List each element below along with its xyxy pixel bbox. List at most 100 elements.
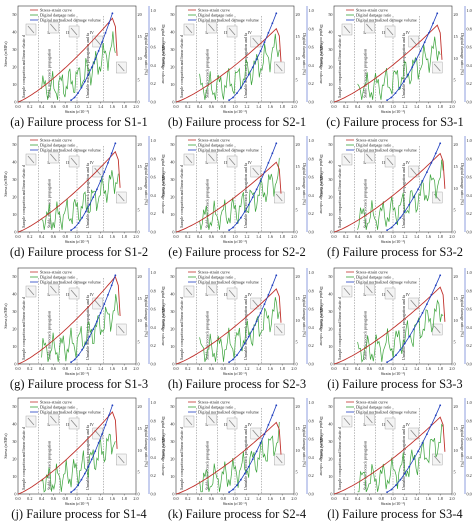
y-mid-tick-label: 15 (138, 164, 142, 169)
stage-label: Sample compaction and linear elastic d (337, 297, 342, 360)
damage-volume-point (243, 80, 246, 83)
y-right-tick-label: 0.8 (467, 418, 472, 423)
damage-volume-point (421, 180, 424, 182)
damage-volume-point (107, 293, 109, 296)
damage-volume-point (417, 188, 419, 191)
damage-volume-point (419, 50, 422, 52)
damage-volume-point (386, 229, 388, 232)
x-tick-label: 0.4 (197, 496, 203, 501)
damage-volume-point (417, 320, 419, 323)
stage-numeral: III (382, 422, 387, 427)
y-right-axis-label: Digital normalized damage volume (319, 24, 324, 83)
x-tick-label: 1.2 (244, 366, 249, 371)
damage-volume-point (73, 226, 76, 229)
crack-mark (228, 27, 236, 36)
y-right-tick-label: 0.0 (151, 229, 156, 234)
crack-mark (252, 37, 259, 46)
y-right-tick-label: 1.0 (309, 400, 314, 405)
y-right-tick-label: 0.0 (467, 229, 472, 234)
legend-label: Digital normalized damage volume (198, 280, 259, 285)
y-mid-tick-label: 10 (454, 448, 458, 453)
damage-volume-point (81, 216, 84, 219)
damage-volume-point (103, 303, 106, 306)
damage-volume-point (263, 303, 266, 306)
y-right-tick-label: 1.0 (467, 8, 472, 13)
y-left-tick-label: 50 (328, 12, 332, 17)
y-mid-tick-label: 20 (296, 142, 300, 147)
stage-numeral: III (66, 422, 71, 427)
x-tick-label: 1.8 (122, 496, 127, 501)
stage-label: Stable microcrack propagation (204, 179, 209, 228)
stage-numeral: IV (406, 160, 410, 165)
stage-numeral: IV (248, 30, 252, 35)
series-stress-strain (175, 27, 282, 103)
x-tick-label: 1.8 (438, 104, 443, 109)
x-tick-label: 1.0 (390, 234, 395, 239)
legend-label: Digital damage ratio (198, 275, 233, 280)
x-tick-label: 1.4 (256, 366, 262, 371)
series-damage-ratio (199, 33, 280, 100)
x-tick-label: 1.2 (86, 234, 91, 239)
y-right-axis-label: Digital normalized damage volume (161, 416, 166, 475)
x-tick-label: 1.8 (122, 366, 127, 371)
x-tick-label: 0.2 (185, 496, 190, 501)
y-right-tick-label: 0.4 (467, 455, 473, 460)
x-tick-label: 1.0 (232, 234, 237, 239)
damage-volume-point (417, 450, 419, 453)
stage-label: Sample compaction and linear elastic d (21, 297, 26, 360)
y-left-tick-label: 20 (12, 64, 16, 69)
crack-mark (275, 193, 283, 202)
y-mid-axis-label: Digital damage ratio (%) (144, 33, 149, 75)
damage-volume-point (259, 442, 262, 444)
y-mid-tick-label: 5 (138, 208, 140, 213)
y-mid-tick-label: 5 (454, 340, 456, 345)
y-right-tick-label: 0.0 (151, 491, 156, 496)
stage-numeral: IV (406, 292, 410, 297)
x-tick-label: 0.8 (221, 234, 226, 239)
x-tick-label: 0.0 (173, 496, 178, 501)
damage-volume-point (77, 92, 79, 95)
y-right-tick-label: 0.8 (467, 156, 472, 161)
damage-volume-point (259, 312, 262, 314)
legend-label: Digital damage ratio (40, 405, 75, 410)
y-mid-tick-label: 20 (296, 12, 300, 17)
x-axis-label: Strain (ε/10⁻²) (381, 501, 406, 506)
crack-mark (386, 27, 394, 36)
x-tick-label: 2.0 (133, 366, 138, 371)
damage-volume-point (390, 358, 393, 361)
damage-volume-point (386, 361, 388, 364)
damage-volume-point (228, 99, 231, 102)
crack-mark (94, 299, 101, 308)
crack-mark (27, 25, 35, 34)
crack-mark (410, 429, 417, 438)
y-mid-tick-label: 15 (296, 34, 300, 39)
damage-volume-point (84, 342, 87, 345)
damage-volume-point (430, 293, 433, 296)
damage-volume-point (390, 96, 393, 99)
y-right-tick-label: 0.2 (467, 473, 472, 478)
chart-panel: IIIIIIIVSample compaction and linear ela… (319, 135, 473, 259)
stage-numeral: III (224, 30, 229, 35)
crack-mark (27, 287, 35, 296)
y-left-axis-label: Stress (σ/MPa) (3, 433, 8, 459)
y-left-tick-label: 20 (328, 456, 332, 461)
crack-mark (50, 23, 57, 32)
y-left-tick-label: 20 (328, 64, 332, 69)
y-left-tick-label: 50 (12, 404, 16, 409)
damage-volume-point (390, 488, 393, 491)
x-tick-label: 0.6 (209, 104, 214, 109)
legend-label: Digital damage ratio (40, 275, 75, 280)
x-tick-label: 1.2 (86, 496, 91, 501)
legend-label: Digital damage ratio (356, 143, 391, 148)
x-tick-label: 0.2 (343, 496, 348, 501)
x-tick-label: 1.6 (268, 234, 273, 239)
y-left-tick-label: 50 (12, 12, 16, 17)
series-damage-ratio (41, 433, 116, 493)
x-tick-label: 1.4 (98, 104, 104, 109)
stage-label: Sample compaction and linear elastic d (21, 165, 26, 228)
damage-volume-point (73, 96, 76, 99)
crack-mark (275, 63, 283, 72)
panel-caption: (b) Failure process for S2-1 (168, 115, 306, 129)
y-mid-tick-label: 5 (454, 78, 456, 83)
crack-mark (386, 157, 394, 166)
